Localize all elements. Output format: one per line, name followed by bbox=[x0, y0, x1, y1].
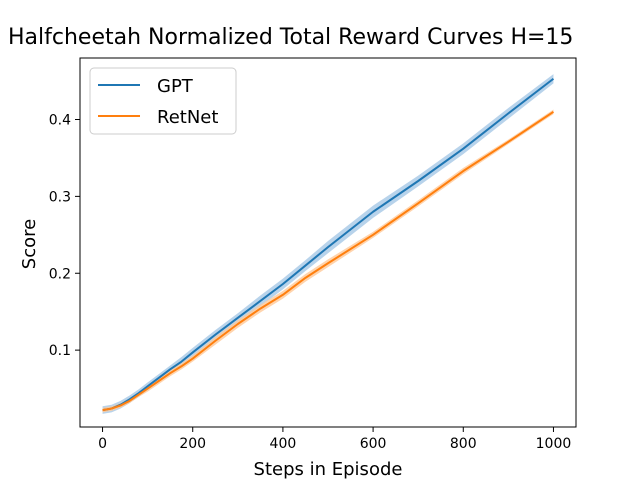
gpt-legend-label: GPT bbox=[157, 76, 194, 97]
x-tick-label: 800 bbox=[450, 436, 477, 452]
x-axis: 0 200 400 600 800 1000 bbox=[98, 427, 571, 452]
chart-title: Halfcheetah Normalized Total Reward Curv… bbox=[8, 25, 573, 50]
x-axis-label: Steps in Episode bbox=[254, 459, 403, 480]
y-tick-label: 0.4 bbox=[49, 113, 71, 129]
retnet-confidence-band bbox=[102, 109, 554, 413]
confidence-bands bbox=[102, 74, 554, 414]
gpt-series-line bbox=[102, 77, 555, 412]
y-tick-label: 0.1 bbox=[49, 343, 71, 359]
retnet-legend-label: RetNet bbox=[157, 107, 218, 128]
x-tick-label: 400 bbox=[270, 436, 297, 452]
y-axis-label: Score bbox=[19, 219, 40, 269]
y-axis: 0.1 0.2 0.3 0.4 bbox=[49, 113, 80, 359]
x-tick-label: 1000 bbox=[536, 436, 572, 452]
x-tick-label: 200 bbox=[179, 436, 206, 452]
x-tick-label: 600 bbox=[360, 436, 387, 452]
plot-frame bbox=[79, 57, 577, 428]
series-lines bbox=[102, 77, 555, 412]
y-tick-label: 0.2 bbox=[49, 266, 71, 282]
y-tick-label: 0.3 bbox=[49, 189, 71, 205]
legend: GPT RetNet bbox=[89, 67, 237, 135]
retnet-series-line bbox=[102, 110, 555, 412]
x-tick-label: 0 bbox=[98, 436, 107, 452]
gpt-confidence-band bbox=[102, 74, 554, 414]
